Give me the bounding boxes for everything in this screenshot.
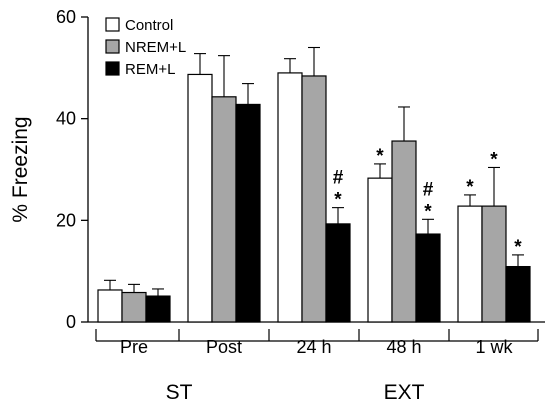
- asterisk-annotation: *: [466, 177, 474, 198]
- group-label-st: ST: [166, 381, 193, 404]
- bar-nrem-l-48-h: [391, 140, 417, 323]
- bar-control-Post: [187, 73, 213, 323]
- bar-rem-l-24-h: [325, 223, 351, 323]
- y-axis-title: % Freezing: [9, 116, 32, 222]
- bar-nrem-l-1-wk: [481, 205, 507, 323]
- legend: Control NREM+L REM+L: [105, 17, 186, 78]
- bar-nrem-l-Pre: [121, 291, 147, 323]
- legend-swatch: [105, 17, 120, 32]
- bar-control-24-h: [277, 72, 303, 323]
- bar-nrem-l-Post: [211, 96, 237, 323]
- bar-control-48-h: [367, 177, 393, 323]
- x-category-label: 24 h: [296, 337, 331, 357]
- group-label-ext: EXT: [384, 381, 425, 404]
- legend-label: NREM+L: [125, 39, 186, 56]
- x-category-label: 48 h: [386, 337, 421, 357]
- x-category-label: Post: [206, 337, 242, 357]
- bar-rem-l-48-h: [415, 233, 441, 323]
- bar-control-1-wk: [457, 205, 483, 323]
- y-tick-label: 0: [66, 312, 76, 332]
- bars: *#**# ***: [97, 46, 531, 323]
- axis-labels: % Freezing Pre Post 24 h 48 h 1 wk ST EXT: [9, 116, 539, 404]
- bar-nrem-l-24-h: [301, 75, 327, 323]
- asterisk-annotation: *: [514, 237, 522, 258]
- legend-swatch: [105, 61, 120, 76]
- x-category-label: Pre: [120, 337, 148, 357]
- asterisk-annotation: *: [424, 201, 432, 222]
- legend-label: Control: [125, 17, 173, 34]
- asterisk-annotation: *: [376, 146, 384, 167]
- bar-rem-l-1-wk: [505, 265, 531, 323]
- legend-label: REM+L: [125, 61, 175, 78]
- bar-rem-l-Post: [235, 103, 261, 323]
- asterisk-annotation: *: [334, 190, 342, 211]
- legend-swatch: [105, 39, 120, 54]
- hash-annotation: #: [333, 168, 344, 189]
- x-category-label: 1 wk: [475, 337, 513, 357]
- hash-annotation: #: [423, 179, 434, 200]
- bar-control-Pre: [97, 289, 123, 323]
- asterisk-annotation: *: [490, 149, 498, 170]
- y-tick-label: 20: [56, 210, 76, 230]
- y-tick-label: 40: [56, 109, 76, 129]
- y-tick-label: 60: [56, 7, 76, 27]
- bar-rem-l-Pre: [145, 295, 171, 323]
